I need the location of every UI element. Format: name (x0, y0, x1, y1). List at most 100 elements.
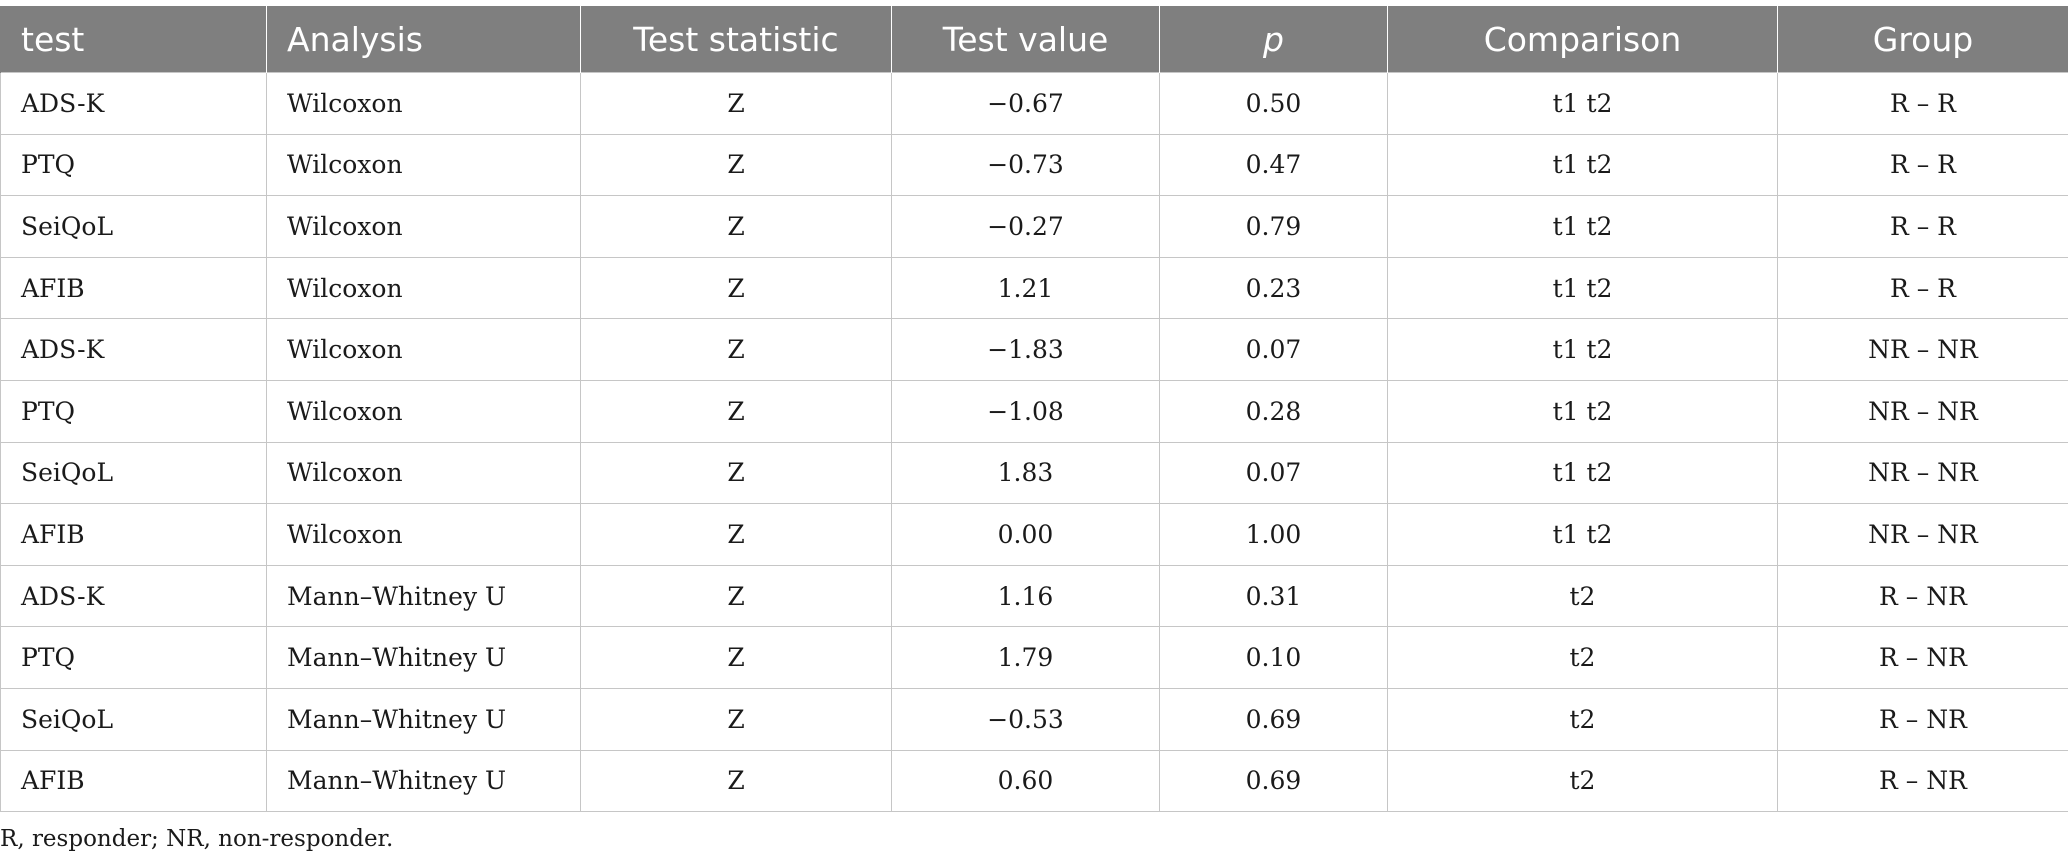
column-header-test-value: Test value (891, 6, 1160, 73)
cell-analysis: Wilcoxon (266, 441, 581, 505)
column-header-analysis: Analysis (266, 6, 581, 73)
cell-analysis: Wilcoxon (266, 318, 581, 381)
table-row: AFIB Wilcoxon Z 0.00 1.00 t1 t2 NR – NR (0, 503, 2068, 566)
cell-test-statistic: Z (580, 749, 892, 813)
cell-test-value: −0.73 (891, 133, 1160, 197)
cell-test-value: 1.83 (891, 441, 1160, 505)
cell-test-value: 1.21 (891, 256, 1160, 320)
cell-group: R – R (1777, 72, 2068, 135)
column-header-comparison: Comparison (1387, 6, 1778, 73)
cell-p: 0.07 (1159, 318, 1388, 381)
cell-group: R – R (1777, 195, 2068, 258)
statistics-table: test Analysis Test statistic Test value … (0, 6, 2068, 813)
cell-group: NR – NR (1777, 441, 2068, 505)
cell-p: 1.00 (1159, 503, 1388, 566)
cell-test: AFIB (0, 749, 267, 813)
column-header-test: test (0, 6, 267, 73)
cell-p: 0.10 (1159, 626, 1388, 689)
cell-p: 0.07 (1159, 441, 1388, 505)
cell-analysis: Wilcoxon (266, 72, 581, 135)
cell-comparison: t1 t2 (1387, 256, 1778, 320)
table-row: SeiQoL Wilcoxon Z −0.27 0.79 t1 t2 R – R (0, 195, 2068, 258)
cell-comparison: t2 (1387, 687, 1778, 751)
cell-test-value: 0.00 (891, 503, 1160, 566)
table-row: PTQ Mann–Whitney U Z 1.79 0.10 t2 R – NR (0, 626, 2068, 689)
cell-test-statistic: Z (580, 626, 892, 689)
cell-comparison: t2 (1387, 626, 1778, 689)
cell-analysis: Mann–Whitney U (266, 564, 581, 628)
column-header-p: p (1159, 6, 1388, 73)
cell-comparison: t1 t2 (1387, 503, 1778, 566)
table-row: PTQ Wilcoxon Z −1.08 0.28 t1 t2 NR – NR (0, 379, 2068, 443)
cell-test-value: −0.67 (891, 72, 1160, 135)
cell-test-statistic: Z (580, 503, 892, 566)
cell-test-value: −0.27 (891, 195, 1160, 258)
cell-group: R – NR (1777, 749, 2068, 813)
cell-analysis: Wilcoxon (266, 379, 581, 443)
header-row: test Analysis Test statistic Test value … (0, 6, 2068, 73)
cell-analysis: Mann–Whitney U (266, 626, 581, 689)
cell-test-value: 1.16 (891, 564, 1160, 628)
cell-test: SeiQoL (0, 687, 267, 751)
cell-p: 0.23 (1159, 256, 1388, 320)
cell-p: 0.50 (1159, 72, 1388, 135)
cell-test-statistic: Z (580, 195, 892, 258)
table-row: SeiQoL Wilcoxon Z 1.83 0.07 t1 t2 NR – NR (0, 441, 2068, 505)
cell-test-statistic: Z (580, 318, 892, 381)
cell-test-statistic: Z (580, 564, 892, 628)
table-row: ADS-K Mann–Whitney U Z 1.16 0.31 t2 R – NR (0, 564, 2068, 628)
cell-test-value: −1.08 (891, 379, 1160, 443)
cell-test-statistic: Z (580, 441, 892, 505)
cell-p: 0.79 (1159, 195, 1388, 258)
cell-test-statistic: Z (580, 687, 892, 751)
cell-p: 0.69 (1159, 687, 1388, 751)
cell-test: PTQ (0, 626, 267, 689)
table-row: ADS-K Wilcoxon Z −0.67 0.50 t1 t2 R – R (0, 72, 2068, 135)
cell-group: R – R (1777, 256, 2068, 320)
cell-test-value: 1.79 (891, 626, 1160, 689)
column-header-group: Group (1777, 6, 2068, 73)
cell-analysis: Wilcoxon (266, 195, 581, 258)
cell-comparison: t1 t2 (1387, 379, 1778, 443)
cell-group: R – NR (1777, 687, 2068, 751)
cell-test: SeiQoL (0, 441, 267, 505)
statistics-table-container: test Analysis Test statistic Test value … (0, 6, 2068, 813)
column-header-test-statistic: Test statistic (580, 6, 892, 73)
cell-comparison: t2 (1387, 749, 1778, 813)
cell-test: SeiQoL (0, 195, 267, 258)
cell-test-statistic: Z (580, 379, 892, 443)
cell-p: 0.31 (1159, 564, 1388, 628)
cell-analysis: Wilcoxon (266, 503, 581, 566)
cell-comparison: t1 t2 (1387, 133, 1778, 197)
table-footnote: R, responder; NR, non-responder. (0, 826, 394, 852)
table-row: ADS-K Wilcoxon Z −1.83 0.07 t1 t2 NR – NR (0, 318, 2068, 381)
cell-test: PTQ (0, 133, 267, 197)
cell-test: AFIB (0, 256, 267, 320)
cell-test: ADS-K (0, 72, 267, 135)
table-row: PTQ Wilcoxon Z −0.73 0.47 t1 t2 R – R (0, 133, 2068, 197)
cell-group: NR – NR (1777, 503, 2068, 566)
cell-test: ADS-K (0, 564, 267, 628)
cell-test-statistic: Z (580, 256, 892, 320)
table-header: test Analysis Test statistic Test value … (0, 6, 2068, 73)
cell-test: AFIB (0, 503, 267, 566)
cell-comparison: t1 t2 (1387, 441, 1778, 505)
cell-analysis: Mann–Whitney U (266, 749, 581, 813)
cell-comparison: t2 (1387, 564, 1778, 628)
table-row: SeiQoL Mann–Whitney U Z −0.53 0.69 t2 R – NR (0, 687, 2068, 751)
cell-analysis: Wilcoxon (266, 256, 581, 320)
cell-group: R – NR (1777, 626, 2068, 689)
cell-test: PTQ (0, 379, 267, 443)
cell-test-value: −0.53 (891, 687, 1160, 751)
cell-test-value: −1.83 (891, 318, 1160, 381)
cell-test-statistic: Z (580, 133, 892, 197)
cell-comparison: t1 t2 (1387, 72, 1778, 135)
cell-analysis: Wilcoxon (266, 133, 581, 197)
cell-test-statistic: Z (580, 72, 892, 135)
cell-analysis: Mann–Whitney U (266, 687, 581, 751)
cell-comparison: t1 t2 (1387, 195, 1778, 258)
cell-test-value: 0.60 (891, 749, 1160, 813)
cell-group: R – R (1777, 133, 2068, 197)
cell-group: R – NR (1777, 564, 2068, 628)
cell-group: NR – NR (1777, 379, 2068, 443)
